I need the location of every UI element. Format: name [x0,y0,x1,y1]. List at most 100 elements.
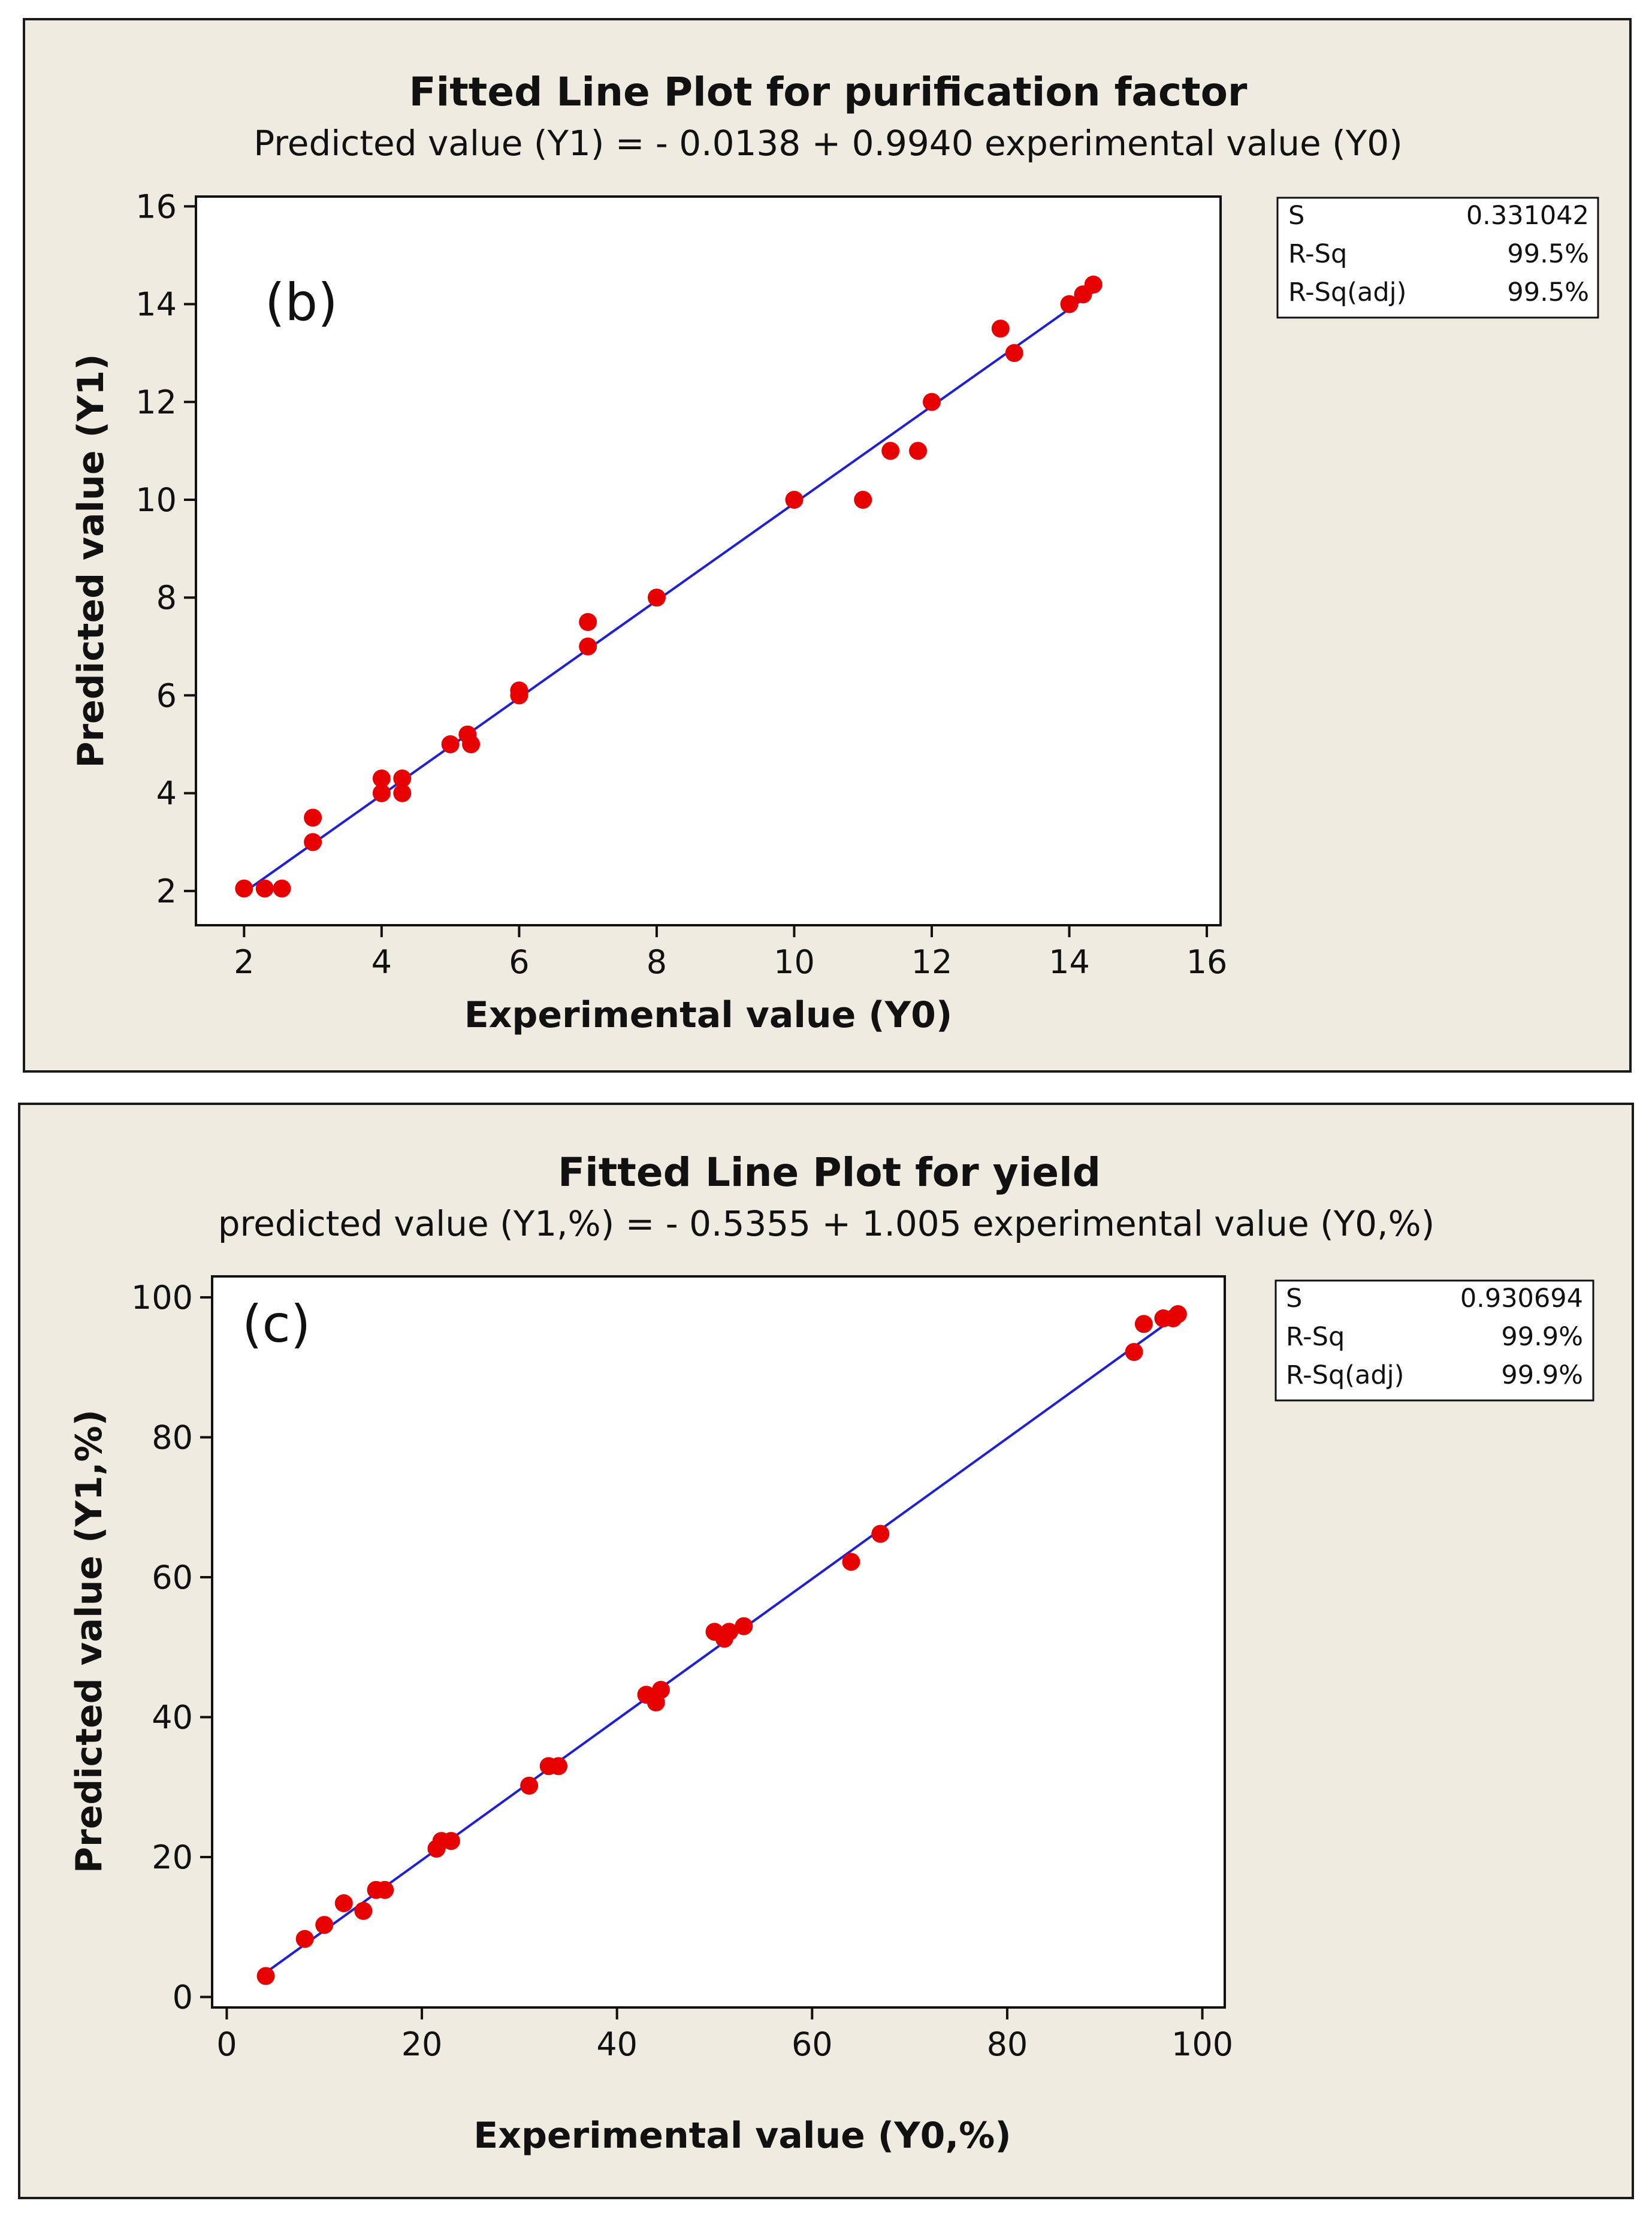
y-axis-label: Predicted value (Y1,%) [68,1409,110,1873]
x-axis: 0 20 40 60 80 100 [216,2007,1233,2063]
data-point [520,1776,539,1795]
stats-value-rsq-adj: 99.5% [1507,277,1589,307]
x-axis-label: Experimental value (Y0) [464,994,953,1036]
y-tick-label: 12 [135,384,177,421]
chart-title: Fitted Line Plot for yield [558,1149,1101,1195]
y-axis: 2 4 6 8 10 12 14 16 [135,188,196,910]
y-tick-label: 6 [156,677,177,714]
data-point [842,1553,860,1571]
y-tick-label: 2 [156,872,177,910]
y-tick-label: 0 [173,1978,193,2016]
chart-subtitle: Predicted value (Y1) = - 0.0138 + 0.9940… [253,123,1402,164]
x-tick-label: 6 [509,943,529,981]
stats-box: S 0.930694 R-Sq 99.9% R-Sq(adj) 99.9% [1275,1279,1594,1402]
y-tick-label: 14 [135,286,177,324]
data-point [510,681,528,700]
x-tick-label: 16 [1186,943,1228,981]
x-tick-label: 40 [596,2025,638,2063]
data-point [1168,1305,1187,1324]
data-point [881,442,900,460]
stats-value-rsq: 99.9% [1501,1322,1583,1352]
x-tick-label: 2 [234,943,254,981]
y-tick-label: 8 [156,579,177,617]
data-point [549,1757,567,1776]
data-point [334,1894,353,1913]
x-tick-label: 12 [911,943,953,981]
stats-label-rsq-adj: R-Sq(adj) [1286,1360,1404,1390]
stats-label-s: S [1286,1284,1302,1314]
stats-label-rsq: R-Sq [1286,1322,1345,1352]
x-tick-label: 100 [1171,2025,1233,2063]
y-tick-label: 10 [135,481,177,519]
stats-label-s: S [1288,201,1304,231]
data-point [376,1880,394,1899]
plot-area [195,195,1222,926]
data-point [909,442,928,460]
data-point [1125,1343,1143,1361]
data-point [304,808,322,827]
data-point [295,1930,314,1948]
data-point [651,1680,670,1699]
stats-box-frame [1275,1279,1594,1402]
data-point [991,319,1010,338]
stats-value-s: 0.930694 [1460,1284,1583,1314]
data-point [720,1623,738,1641]
data-point [315,1916,334,1934]
stats-value-rsq: 99.5% [1507,239,1589,269]
data-point [922,393,941,411]
y-tick-label: 16 [135,188,177,225]
data-point [1060,295,1079,313]
chart-svg-purification: Fitted Line Plot for purification factor… [70,69,1599,1036]
data-point [1005,344,1023,363]
stats-value-s: 0.331042 [1466,201,1589,231]
stats-box-frame [1276,197,1599,319]
x-tick-label: 0 [216,2025,237,2063]
data-point [442,1832,460,1850]
y-axis: 0 20 40 60 80 100 [131,1279,212,2016]
data-point [273,879,291,898]
x-tick-label: 4 [372,943,392,981]
x-axis: 2 4 6 8 10 12 14 16 [234,925,1227,981]
data-point [647,588,666,607]
stats-label-rsq-adj: R-Sq(adj) [1288,277,1406,307]
data-point [441,735,460,754]
chart-title: Fitted Line Plot for purification factor [409,69,1248,115]
y-tick-label: 4 [156,775,177,813]
x-tick-label: 10 [774,943,815,981]
data-points [235,275,1103,898]
panel-label: (c) [242,1294,310,1354]
y-tick-label: 100 [131,1279,193,1317]
stats-label-rsq: R-Sq [1288,239,1347,269]
x-tick-label: 20 [401,2025,443,2063]
data-points [256,1305,1187,1985]
data-point [462,735,481,754]
x-tick-label: 8 [647,943,667,981]
data-point [256,1967,275,1985]
x-tick-label: 14 [1049,943,1090,981]
data-point [235,879,253,898]
chart-panel-yield: Fitted Line Plot for yield predicted val… [18,1103,1634,2199]
data-point [579,637,597,656]
data-point [871,1524,890,1543]
data-point [785,490,804,509]
data-point [304,833,322,852]
data-point [735,1617,753,1635]
stats-value-rsq-adj: 99.9% [1501,1360,1583,1390]
data-point [354,1901,373,1920]
data-point [372,769,391,788]
panel-label: (b) [265,273,338,333]
chart-subtitle: predicted value (Y1,%) = - 0.5355 + 1.00… [218,1203,1435,1244]
stats-box: S 0.331042 R-Sq 99.5% R-Sq(adj) 99.5% [1276,197,1599,319]
data-point [854,490,872,509]
chart-panel-purification: Fitted Line Plot for purification factor… [23,18,1632,1073]
x-axis-label: Experimental value (Y0,%) [473,2115,1011,2157]
y-axis-label: Predicted value (Y1) [70,354,112,768]
chart-svg-yield: Fitted Line Plot for yield predicted val… [68,1149,1594,2157]
x-tick-label: 80 [987,2025,1028,2063]
data-point [393,784,412,802]
data-point [393,769,412,788]
data-point [579,613,597,632]
data-point [1084,275,1103,294]
y-tick-label: 20 [152,1838,193,1876]
data-point [372,784,391,802]
